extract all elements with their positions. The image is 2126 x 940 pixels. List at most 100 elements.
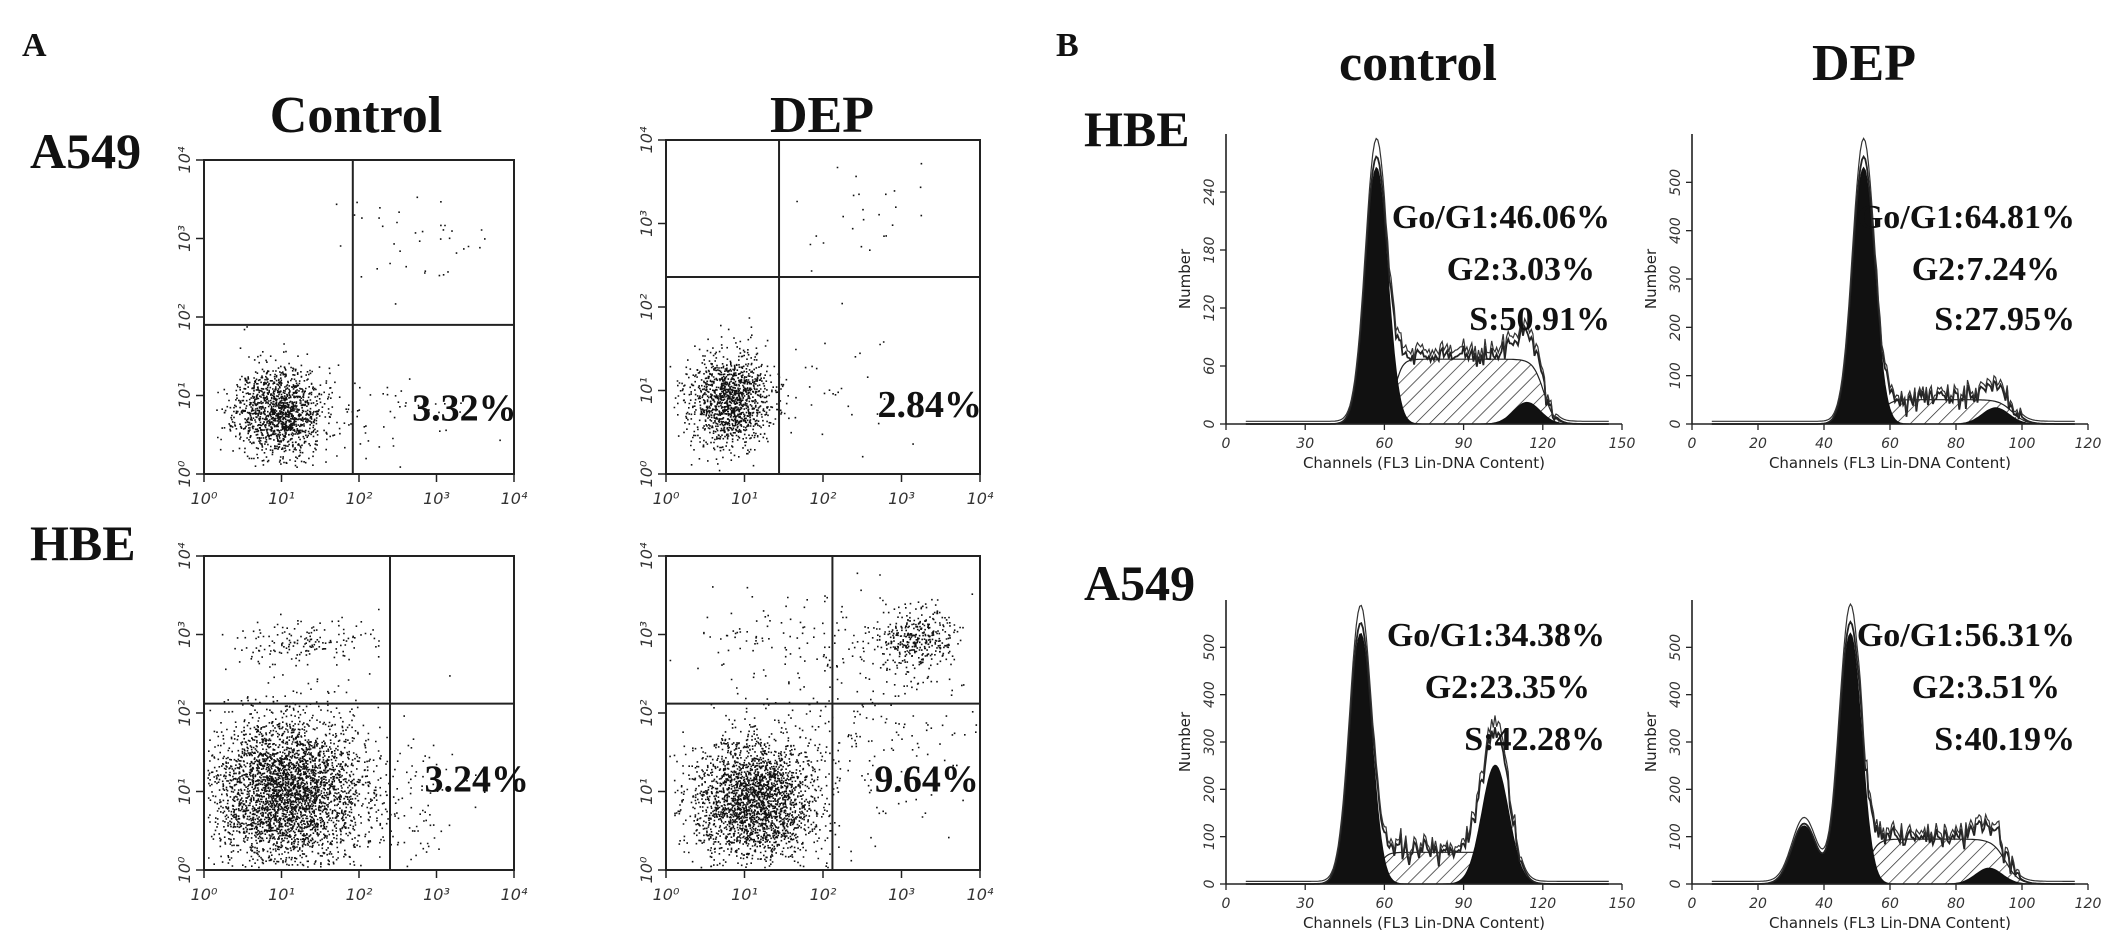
histogram-outline-fit — [1711, 602, 2075, 882]
panel-a-col-header-control: Control — [270, 87, 442, 144]
x-tick-label: 60 — [1881, 896, 1899, 912]
x-tick-label: 10² — [346, 885, 373, 904]
x-tick-label: 10⁴ — [501, 885, 528, 904]
g2-percent: G2:7.24% — [1912, 251, 2060, 288]
dot-plot-hbe-control: 10⁰ 10⁰ 10¹ 10¹ 10² 10² 10³ 10³ 10⁴ 10⁴ 3.24% — [175, 542, 529, 904]
s-phase-percent: S:50.91% — [1469, 301, 1610, 338]
x-tick-label: 10⁰ — [191, 489, 218, 508]
panel-b-letter: B — [1056, 27, 1079, 64]
x-tick-label: 10¹ — [268, 489, 295, 508]
y-axis-label: Number — [1642, 711, 1660, 772]
y-tick-label: 300 — [1668, 729, 1684, 756]
x-tick-label: 10⁰ — [653, 489, 680, 508]
x-tick-label: 10³ — [888, 885, 915, 904]
s-phase-percent: S:42.28% — [1464, 721, 1605, 758]
y-tick-label: 400 — [1668, 217, 1684, 244]
g2-percent: G2:3.51% — [1912, 669, 2060, 706]
x-tick-label: 40 — [1815, 896, 1833, 912]
y-tick-label: 300 — [1202, 729, 1218, 756]
x-tick-label: 80 — [1947, 436, 1965, 452]
x-tick-label: 10³ — [888, 489, 915, 508]
y-tick-label: 10⁰ — [637, 460, 656, 487]
y-tick-label: 200 — [1668, 314, 1684, 341]
y-tick-label: 10¹ — [175, 778, 194, 805]
dna-histogram-a549-control: 0 30 60 90 120 150 0 100 200 300 400 500 Channels (F… — [1176, 600, 1635, 932]
x-tick-label: 100 — [2009, 896, 2036, 912]
y-tick-label: 10³ — [175, 225, 194, 252]
y-tick-label: 10³ — [637, 210, 656, 237]
x-tick-label: 100 — [2009, 436, 2036, 452]
data-points — [207, 608, 486, 869]
x-tick-label: 120 — [2075, 436, 2102, 452]
y-tick-label: 400 — [1668, 681, 1684, 708]
g0-g1-percent: Go/G1:46.06% — [1392, 199, 1610, 236]
x-axis-label: Channels (FL3 Lin-DNA Content) — [1303, 914, 1545, 932]
y-tick-label: 200 — [1668, 776, 1684, 803]
g0-g1-percent: Go/G1:56.31% — [1857, 617, 2075, 654]
y-tick-label: 10⁰ — [637, 856, 656, 883]
y-tick-label: 0 — [1202, 419, 1218, 428]
y-tick-label: 10⁴ — [175, 542, 194, 569]
y-tick-label: 500 — [1668, 169, 1684, 196]
panel-b-row-header-a549: A549 — [1084, 555, 1195, 611]
x-tick-label: 90 — [1455, 896, 1473, 912]
y-tick-label: 10⁰ — [175, 856, 194, 883]
x-tick-label: 60 — [1881, 436, 1899, 452]
y-tick-label: 100 — [1668, 823, 1684, 850]
x-tick-label: 120 — [1529, 436, 1556, 452]
data-points — [216, 196, 501, 468]
histogram-outline-fit — [1245, 604, 1609, 882]
panel-a-letter: A — [22, 27, 47, 64]
x-tick-label: 10⁴ — [501, 489, 528, 508]
y-tick-label: 60 — [1202, 357, 1218, 375]
plot-frame — [203, 555, 515, 871]
x-tick-label: 10² — [346, 489, 373, 508]
x-tick-label: 0 — [1688, 436, 1697, 452]
x-tick-label: 10² — [810, 885, 837, 904]
histogram-outline — [1711, 154, 2075, 425]
g2-percent: G2:3.03% — [1447, 251, 1595, 288]
y-tick-label: 10¹ — [637, 778, 656, 805]
s-phase-percent: S:40.19% — [1934, 721, 2075, 758]
x-tick-label: 10¹ — [731, 885, 758, 904]
y-tick-label: 0 — [1668, 879, 1684, 888]
x-tick-label: 0 — [1222, 436, 1231, 452]
s-phase-area — [1245, 358, 1609, 425]
quadrant-percent: 9.64% — [874, 759, 979, 801]
histogram-outline-fit — [1245, 137, 1609, 422]
x-tick-label: 10⁴ — [967, 489, 994, 508]
y-tick-label: 500 — [1202, 634, 1218, 661]
y-tick-label: 10¹ — [175, 382, 194, 409]
plot-frame — [665, 139, 981, 475]
y-tick-label: 100 — [1668, 362, 1684, 389]
dna-histogram-hbe-dep: 0 20 40 60 80 100 120 0 100 200 300 400 500 Channels … — [1642, 134, 2101, 472]
x-tick-label: 40 — [1815, 436, 1833, 452]
y-tick-label: 10⁴ — [637, 126, 656, 153]
panel-a-row-header-a549: A549 — [30, 123, 141, 179]
y-tick-label: 240 — [1202, 179, 1218, 206]
quadrant-percent: 3.32% — [412, 388, 517, 430]
g0-g1-percent: Go/G1:34.38% — [1387, 617, 1605, 654]
quadrant-percent: 2.84% — [878, 384, 983, 426]
quadrant-percent: 3.24% — [425, 759, 530, 801]
x-tick-label: 120 — [1529, 896, 1556, 912]
x-tick-label: 0 — [1222, 896, 1231, 912]
x-tick-label: 80 — [1947, 896, 1965, 912]
panel-b-col-header-dep: DEP — [1812, 35, 1916, 92]
x-tick-label: 60 — [1375, 436, 1393, 452]
y-tick-label: 10² — [175, 699, 194, 726]
y-axis-label: Number — [1176, 248, 1194, 309]
histogram-outline-fit — [1711, 137, 2075, 422]
y-tick-label: 10⁴ — [175, 146, 194, 173]
x-tick-label: 0 — [1688, 896, 1697, 912]
x-tick-label: 10⁴ — [967, 885, 994, 904]
g0-g1-percent: Go/G1:64.81% — [1857, 199, 2075, 236]
x-tick-label: 10³ — [423, 489, 450, 508]
x-axis-label: Channels (FL3 Lin-DNA Content) — [1769, 454, 2011, 472]
x-tick-label: 30 — [1296, 436, 1314, 452]
y-tick-label: 400 — [1202, 681, 1218, 708]
s-phase-area — [1245, 851, 1609, 885]
y-tick-label: 0 — [1668, 419, 1684, 428]
y-tick-label: 10⁴ — [637, 542, 656, 569]
